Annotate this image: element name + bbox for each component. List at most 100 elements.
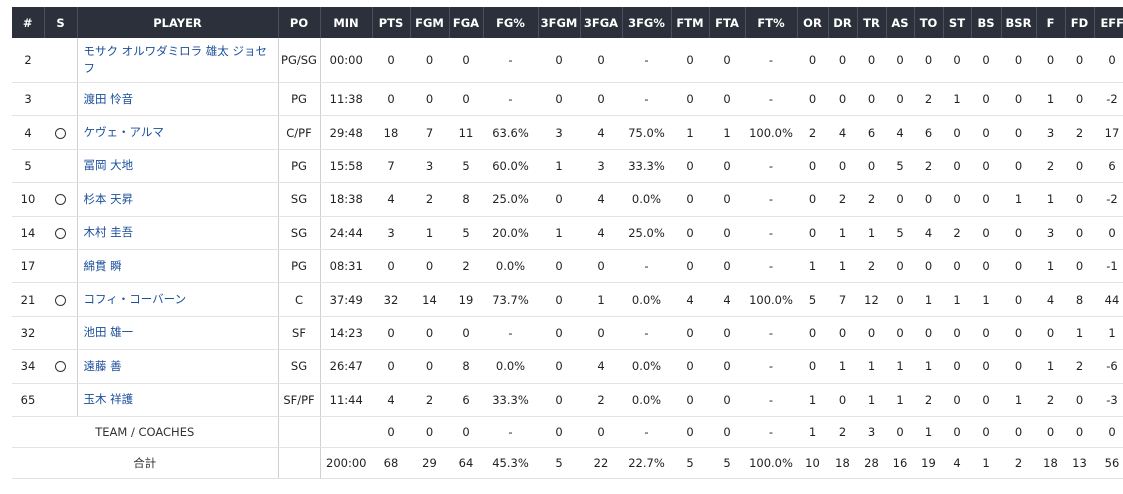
player-name-link[interactable]: 遠藤 善 — [76, 349, 278, 384]
box-score-table: # S PLAYER PO MIN PTS FGM FGA FG% 3FGM 3FGA 3FG% FTM… — [12, 7, 1123, 479]
stat-cell: 0 — [971, 182, 1001, 217]
stat-cell: 8 — [449, 182, 483, 217]
stat-cell: 2 — [828, 182, 857, 217]
stat-cell: 1 — [580, 282, 622, 317]
stat-cell: - — [483, 38, 538, 83]
jersey-number: 17 — [12, 249, 44, 284]
column-header: BSR — [1001, 7, 1037, 38]
stat-cell: 4 — [886, 115, 914, 150]
player-name-link[interactable]: モサク オルワダミロラ 雄太 ジョセフ — [76, 38, 278, 83]
stat-cell: 2 — [580, 383, 622, 417]
position: SG — [277, 216, 321, 250]
stat-cell: 0 — [1065, 149, 1094, 184]
stat-cell: 0 — [709, 182, 745, 217]
stat-cell: 1 — [828, 349, 857, 384]
box-score-container: # S PLAYER PO MIN PTS FGM FGA FG% 3FGM 3FGA 3FG% FTM… — [12, 7, 1123, 479]
stat-cell: 4 — [709, 282, 745, 317]
stat-cell: 0 — [857, 38, 886, 83]
stat-cell: 0 — [943, 383, 971, 417]
stat-cell: 0 — [1065, 182, 1094, 217]
column-header: FD — [1065, 7, 1095, 38]
stat-cell: - — [745, 383, 797, 417]
stat-cell: 0 — [709, 349, 745, 384]
player-name-link[interactable]: コフィ・コーバーン — [76, 282, 278, 317]
stat-cell: - — [622, 316, 671, 351]
jersey-number: 10 — [12, 182, 44, 217]
stat-cell: 0 — [671, 415, 709, 448]
stat-cell: 0 — [580, 82, 622, 117]
empty-cell — [277, 446, 321, 479]
stat-cell: 64 — [449, 446, 483, 479]
player-name-link[interactable]: 池田 雄一 — [76, 316, 278, 351]
stat-cell: 1 — [943, 282, 971, 317]
stat-cell: 6 — [1094, 149, 1123, 184]
player-name-link[interactable]: ケヴェ・アルマ — [76, 115, 278, 150]
stat-cell: 0.0% — [622, 383, 671, 417]
column-header: FG% — [483, 7, 539, 38]
player-name-link[interactable]: 杉本 天昇 — [76, 182, 278, 217]
stat-cell: 4 — [943, 446, 971, 479]
starter-cell — [44, 182, 77, 217]
stat-cell: 2 — [1001, 446, 1036, 479]
player-name-link[interactable]: 渡田 怜音 — [76, 82, 278, 117]
stat-cell: 6 — [857, 115, 886, 150]
stat-cell: 0 — [914, 249, 943, 284]
empty-cell — [277, 415, 321, 448]
table-row: 5 冨岡 大地 PG 15:58 7 3 5 60.0% 1 3 33.3% 0 0-0 0 0 5 2 0 0 0 2… — [12, 149, 1123, 184]
player-name-link[interactable]: 冨岡 大地 — [76, 149, 278, 184]
position: SF — [277, 316, 321, 351]
stat-cell: 0 — [538, 182, 580, 217]
stat-cell: 0 — [797, 316, 828, 351]
table-row: 14 木村 圭吾 SG 24:44 3 1 5 20.0% 1 4 25.0% 0 0-0 1 1 5 4 2 0 0… — [12, 216, 1123, 250]
stat-cell: 2 — [857, 249, 886, 284]
stat-cell: 0 — [580, 38, 622, 83]
stat-cell: 0 — [538, 415, 580, 448]
column-header: 3FGA — [580, 7, 623, 38]
stat-cell: 08:31 — [320, 249, 372, 284]
player-name-link[interactable]: 玉木 祥護 — [76, 383, 278, 417]
stat-cell: 10 — [797, 446, 828, 479]
total-row: 合計 200:00 68 29 64 45.3% 5 22 22.7% 5 5 100.0% 10 18 2… — [12, 446, 1123, 479]
table-row: 2 モサク オルワダミロラ 雄太 ジョセフ PG/SG 00:00 0 0 0-0 0-0 0-… — [12, 38, 1123, 83]
column-header: 3FGM — [538, 7, 581, 38]
position: PG/SG — [277, 38, 321, 83]
stat-cell: 22 — [580, 446, 622, 479]
stat-cell: 2 — [797, 115, 828, 150]
stat-cell: 1 — [914, 349, 943, 384]
stat-cell: 4 — [580, 349, 622, 384]
stat-cell: 00:00 — [320, 38, 372, 83]
stat-cell: 11:44 — [320, 383, 372, 417]
stat-cell: 0 — [538, 82, 580, 117]
starter-cell — [44, 249, 77, 284]
stat-cell: 0 — [1001, 282, 1036, 317]
stat-cell: 0 — [971, 316, 1001, 351]
stat-cell: 19 — [914, 446, 943, 479]
player-name-link[interactable]: 木村 圭吾 — [76, 216, 278, 250]
jersey-number: 21 — [12, 282, 44, 317]
stat-cell: 0 — [886, 38, 914, 83]
stat-cell: 0 — [943, 316, 971, 351]
column-header: AS — [886, 7, 915, 38]
stat-cell: 2 — [449, 249, 483, 284]
player-name-link[interactable]: 綿貫 瞬 — [76, 249, 278, 284]
stat-cell: 0 — [1001, 415, 1036, 448]
stat-cell: 0 — [1001, 249, 1036, 284]
stat-cell: 0 — [797, 82, 828, 117]
stat-cell: 0 — [1001, 82, 1036, 117]
stat-cell: 6 — [449, 383, 483, 417]
stat-cell: 0 — [828, 82, 857, 117]
stat-cell: 2 — [943, 216, 971, 250]
stat-cell: 0 — [943, 38, 971, 83]
stat-cell: 0 — [943, 149, 971, 184]
stat-cell: 0 — [709, 38, 745, 83]
stat-cell: 0 — [538, 282, 580, 317]
stat-cell: 0 — [1001, 115, 1036, 150]
stat-cell: 5 — [709, 446, 745, 479]
starter-cell — [44, 316, 77, 351]
stat-cell: 0 — [580, 249, 622, 284]
stat-cell: 1 — [797, 415, 828, 448]
column-header: ST — [943, 7, 972, 38]
starter-cell — [44, 38, 77, 83]
stat-cell: 0 — [1001, 38, 1036, 83]
stat-cell: 0 — [1094, 38, 1123, 83]
